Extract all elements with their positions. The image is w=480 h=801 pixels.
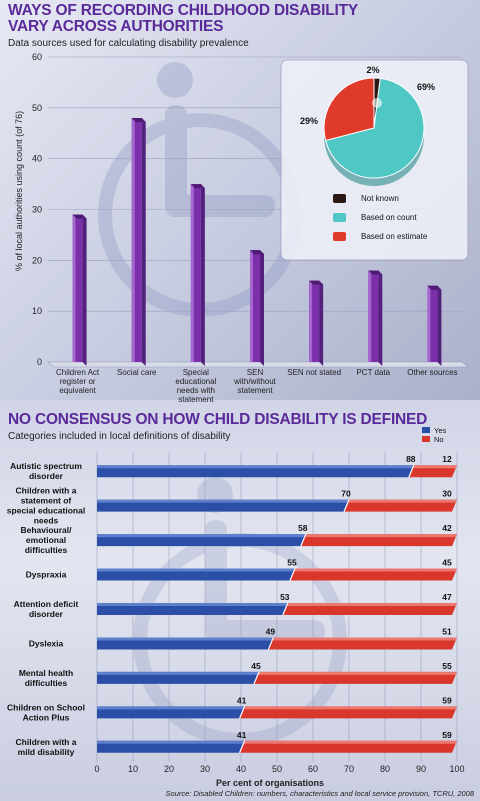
bar-row: 49 51 Dyslexia [29,626,457,650]
bar [427,285,442,366]
bar [72,214,87,366]
no-value-label: 12 [442,454,452,464]
bar-row: 58 42 Behavioural/emotional difficulties [20,523,457,555]
legend-swatch [333,213,346,222]
yes-value-label: 70 [341,489,351,499]
source-text: Source: Disabled Children: numbers, char… [165,789,474,798]
bar-row: 41 59 Children on School Action Plus [7,695,457,722]
pie-slice [323,77,375,142]
yes-value-label: 41 [237,695,247,705]
bar [131,118,146,366]
pie-value-label: 29% [300,116,318,126]
y-category-label: Autistic spectrum disorder [10,461,82,481]
legend-swatch [422,427,430,433]
x-category-label: SEN with/without statement [233,368,277,395]
chart-1-subtitle: Data sources used for calculating disabi… [8,38,249,49]
bar-row: 45 55 Mental health difficulties [19,661,457,688]
chart-2-subtitle: Categories included in local definitions… [8,431,231,442]
no-value-label: 45 [442,558,452,568]
y-tick-label: 0 [37,357,42,367]
x-tick-label: 20 [164,764,174,774]
y-category-label: Behavioural/emotional difficulties [20,525,72,555]
x-tick-label: 90 [416,764,426,774]
x-tick-label: 100 [449,764,464,774]
x-tick-label: 80 [380,764,390,774]
y-tick-label: 40 [32,154,42,164]
chart-2-title: NO CONSENSUS ON HOW CHILD DISABILITY IS … [8,411,428,428]
legend-label: No [434,435,444,444]
legend-label: Yes [434,426,446,435]
y-tick-label: 10 [32,306,42,316]
bar [250,250,264,366]
y-category-label: Dyspraxia [26,570,67,580]
disability-source-bar-chart: 0 10 20 30 40 50 60 Children Act register or equ… [32,52,469,404]
source-note: Source: Disabled Children: numbers, char… [166,789,474,798]
no-value-label: 55 [442,661,452,671]
bar-row: 53 47 Attention deficit disorder [14,592,457,619]
legend-swatch [422,436,430,442]
y-category-label: Dyslexia [29,638,64,648]
no-value-label: 51 [442,626,452,636]
x-category-label: SEN not stated [287,368,341,377]
y-category-label: Children with a mild disability [16,737,77,757]
yes-value-label: 41 [237,730,247,740]
bar [309,280,324,366]
y-tick-label: 30 [32,205,42,215]
y-tick-label: 20 [32,255,42,265]
yes-value-label: 88 [406,454,416,464]
pie-legend-label: Not known [361,194,399,203]
wheelchair-pie-icon [372,98,382,108]
y-tick-label: 50 [32,103,42,113]
x-tick-label: 40 [236,764,246,774]
legend-swatch [333,194,346,203]
x-category-label: Children Act register or equivalent [56,368,100,395]
bar-row: 55 45 Dyspraxia [26,558,457,581]
pie-value-label: 69% [417,82,435,92]
no-value-label: 30 [442,489,452,499]
x-tick-label: 30 [200,764,210,774]
y-category-label: Children with a statement of special educa… [7,486,85,526]
pie-legend-label: Based on count [361,213,417,222]
bar-row: 70 30 Children with a statement of special e… [7,486,457,526]
x-tick-label: 70 [344,764,354,774]
pie-value-label: 2% [366,65,379,75]
x-category-label: Other sources [407,368,457,377]
yes-value-label: 49 [266,626,276,636]
y-category-label: Attention deficit disorder [14,599,79,619]
bar-row: 41 59 Children with a mild disability [16,730,457,757]
x-tick-label: 50 [272,764,282,774]
no-value-label: 59 [442,695,452,705]
x-tick-label: 10 [128,764,138,774]
bar [368,270,383,366]
bar [190,184,205,366]
chart-1-title: WAYS OF RECORDING CHILDHOOD DISABILITY V… [8,2,358,35]
y-category-label: Children on School Action Plus [7,702,85,722]
x-category-label: Special educational needs with statement [175,368,216,404]
y-category-label: Mental health difficulties [19,668,73,688]
yes-value-label: 53 [280,592,290,602]
x-category-label: PCT data [356,368,390,377]
no-value-label: 59 [442,730,452,740]
x-category-label: Social care [117,368,157,377]
yes-value-label: 55 [287,558,297,568]
chart-floor [47,361,469,368]
y-tick-label: 60 [32,52,42,62]
yes-value-label: 58 [298,523,308,533]
x-tick-label: 0 [94,764,99,774]
pie-legend-label: Based on estimate [361,232,428,241]
legend-swatch [333,232,346,241]
no-value-label: 47 [442,592,452,602]
x-tick-label: 60 [308,764,318,774]
no-value-label: 42 [442,523,452,533]
bar-row: 88 12 Autistic spectrum disorder [10,454,457,481]
yes-value-label: 45 [251,661,261,671]
pie-slice [324,77,425,179]
chart-2-x-axis-label: Per cent of organisations [215,778,325,788]
